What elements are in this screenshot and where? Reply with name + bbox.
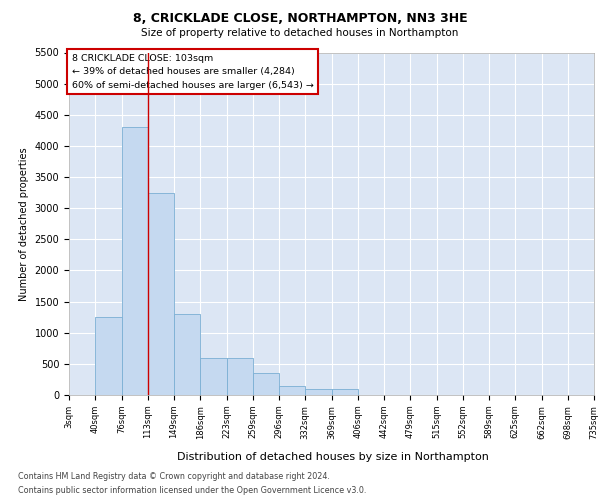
Y-axis label: Number of detached properties: Number of detached properties [19,147,29,300]
Bar [95,317,121,395]
Bar [148,192,174,395]
Bar [305,389,331,395]
Text: Distribution of detached houses by size in Northampton: Distribution of detached houses by size … [177,452,489,462]
Bar [253,373,279,395]
Bar [200,358,227,395]
Text: Contains HM Land Registry data © Crown copyright and database right 2024.: Contains HM Land Registry data © Crown c… [18,472,330,481]
Text: 8, CRICKLADE CLOSE, NORTHAMPTON, NN3 3HE: 8, CRICKLADE CLOSE, NORTHAMPTON, NN3 3HE [133,12,467,26]
Bar [174,314,200,395]
Bar [331,389,358,395]
Bar [121,127,148,395]
Bar [227,358,253,395]
Text: 8 CRICKLADE CLOSE: 103sqm
← 39% of detached houses are smaller (4,284)
60% of se: 8 CRICKLADE CLOSE: 103sqm ← 39% of detac… [71,54,314,90]
Bar [279,386,305,395]
Text: Contains public sector information licensed under the Open Government Licence v3: Contains public sector information licen… [18,486,367,495]
Text: Size of property relative to detached houses in Northampton: Size of property relative to detached ho… [142,28,458,38]
